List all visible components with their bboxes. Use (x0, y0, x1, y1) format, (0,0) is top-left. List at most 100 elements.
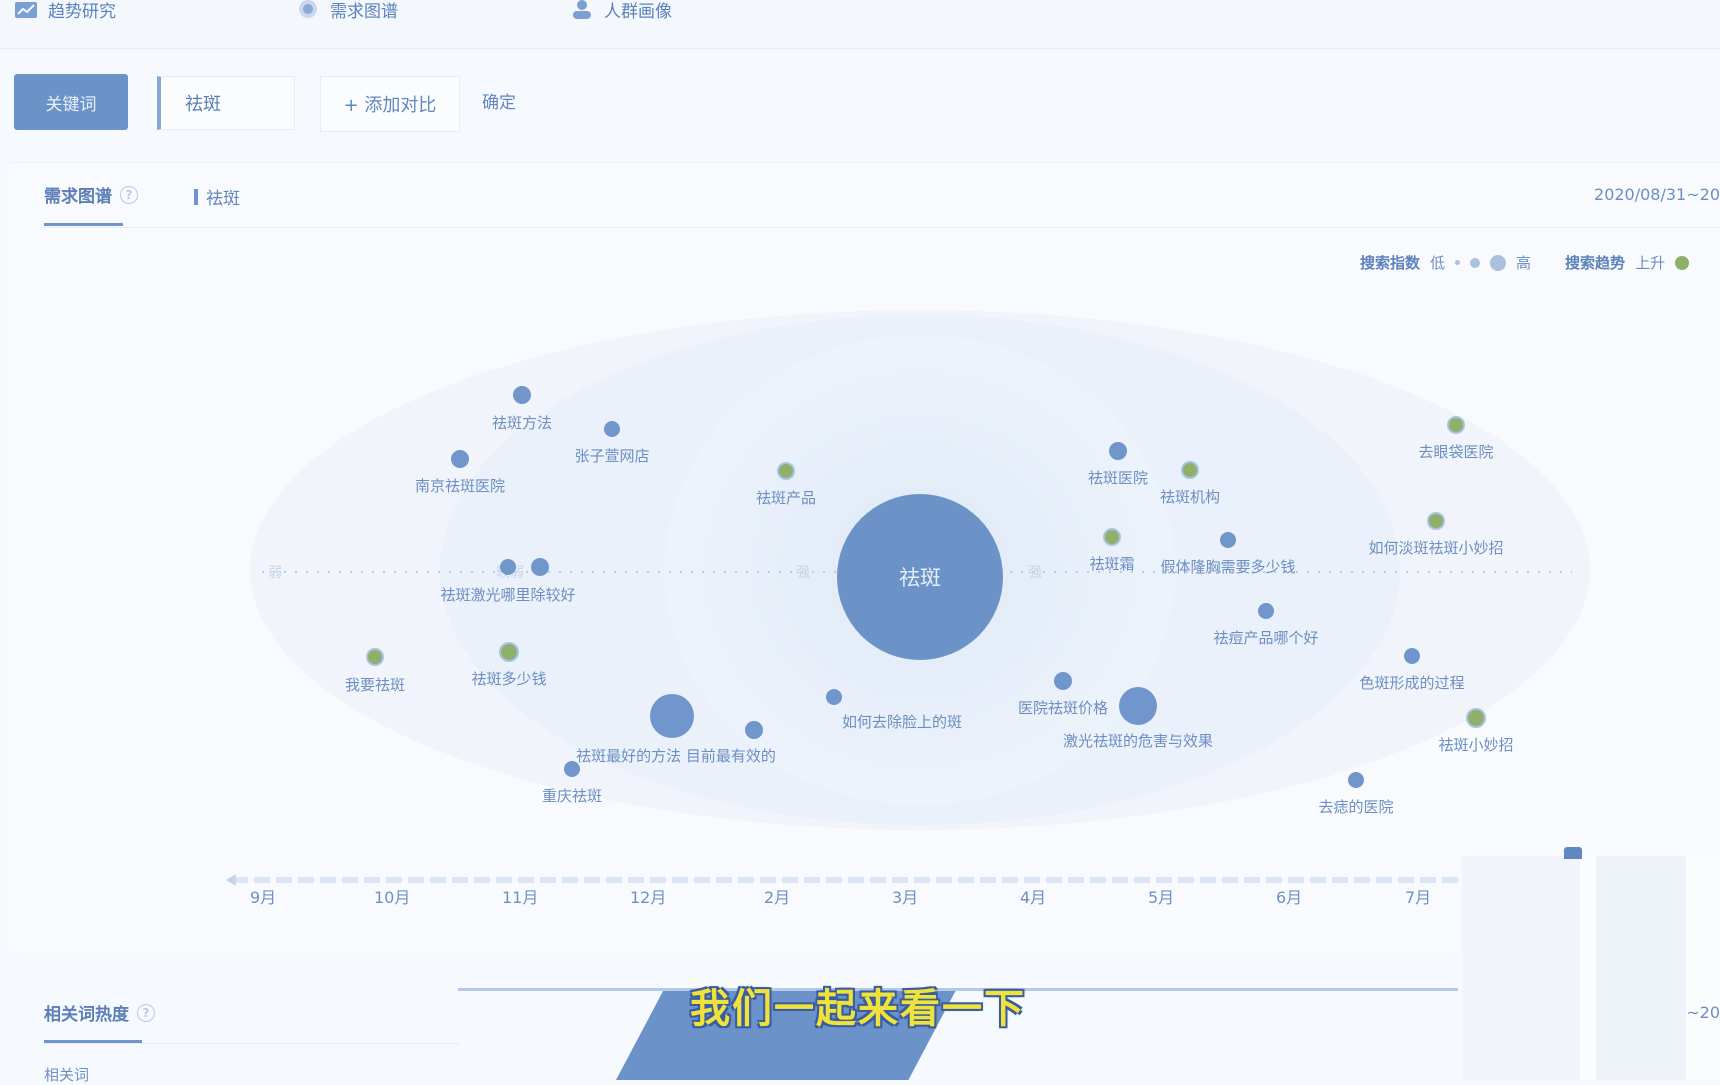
graph-node-label[interactable]: 去痣的医院 (1318, 798, 1393, 816)
graph-node[interactable] (531, 558, 549, 576)
graph-icon (299, 0, 317, 18)
tab-demand-graph-label: 需求图谱 (44, 187, 112, 207)
legend-high: 高 (1516, 254, 1532, 272)
graph-node[interactable] (1054, 672, 1072, 690)
month-label[interactable]: 3月 (892, 888, 919, 907)
graph-node-label[interactable]: 祛斑激光哪里除较好 (440, 586, 575, 604)
keyword-input[interactable]: 祛斑 (157, 76, 295, 130)
month-label[interactable]: 4月 (1020, 888, 1047, 907)
graph-node-label[interactable]: 张子萱网店 (574, 447, 649, 465)
graph-node-label[interactable]: 祛斑多少钱 (471, 670, 546, 688)
graph-node[interactable] (1103, 528, 1121, 546)
graph-node-label[interactable]: 医院祛斑价格 (1018, 699, 1108, 717)
month-label[interactable]: 6月 (1276, 888, 1303, 907)
keyword-tag: 祛斑 (194, 184, 240, 209)
timeline-start-handle[interactable] (226, 874, 236, 886)
timeline (226, 874, 1458, 886)
graph-node[interactable] (604, 421, 620, 437)
overlay-block (1462, 856, 1580, 1080)
graph-node-label[interactable]: 祛斑最好的方法 目前最有效的 (576, 747, 776, 765)
graph-node[interactable] (1220, 532, 1236, 548)
legend-dot-medium (1470, 257, 1481, 268)
graph-node[interactable] (1404, 648, 1420, 664)
graph-node-label[interactable]: 祛痘产品哪个好 (1213, 629, 1318, 647)
graph-node-label[interactable]: 南京祛斑医院 (415, 477, 505, 495)
date-range: 2020/08/31~20 (1594, 185, 1720, 204)
graph-node-label[interactable]: 祛斑小妙招 (1438, 736, 1513, 754)
graph-node-label[interactable]: 假体隆胸需要多少钱 (1160, 558, 1295, 576)
month-label[interactable]: 12月 (630, 888, 667, 907)
section-related-heat: 相关词热度 ? (44, 1000, 155, 1025)
section-date-range: ~20 (1686, 1003, 1720, 1022)
graph-node[interactable] (499, 642, 519, 662)
graph-node[interactable] (1119, 687, 1157, 725)
graph-node-label[interactable]: 去眼袋医院 (1418, 443, 1493, 461)
graph-node-label[interactable]: 祛斑方法 (492, 414, 552, 432)
legend-search-trend: 搜索趋势 (1565, 254, 1626, 272)
nav-label-trend: 趋势研究 (48, 1, 116, 22)
graph-node[interactable] (500, 559, 516, 575)
graph-node[interactable] (1427, 512, 1445, 530)
graph-node[interactable] (826, 689, 842, 705)
graph-legend: 搜索指数 低 高 搜索趋势 上升 (1360, 252, 1690, 273)
graph-node-label[interactable]: 祛斑产品 (756, 489, 816, 507)
divider (44, 227, 1720, 228)
month-label[interactable]: 5月 (1148, 888, 1175, 907)
section-tab-indicator (44, 1040, 142, 1043)
graph-node[interactable] (650, 694, 694, 738)
tab-active-indicator (44, 223, 123, 226)
confirm-button[interactable]: 确定 (482, 93, 516, 113)
nav-item-persona[interactable]: 人群画像 (570, 0, 672, 24)
help-icon[interactable]: ? (120, 185, 138, 204)
center-node[interactable] (837, 494, 1003, 660)
graph-node-label[interactable]: 如何去除脸上的斑 (842, 713, 962, 731)
legend-search-index: 搜索指数 (1360, 254, 1421, 272)
graph-node-label[interactable]: 重庆祛斑 (542, 787, 602, 805)
nav-label-graph: 需求图谱 (330, 1, 398, 22)
nav-label-persona: 人群画像 (604, 1, 672, 22)
tab-demand-graph[interactable]: 需求图谱 ? (44, 182, 138, 207)
legend-low: 低 (1430, 254, 1446, 272)
month-label[interactable]: 11月 (502, 888, 539, 907)
graph-node[interactable] (1466, 708, 1486, 728)
month-label[interactable]: 10月 (374, 888, 411, 907)
legend-dot-small (1455, 260, 1461, 265)
graph-node[interactable] (564, 761, 580, 777)
graph-node-label[interactable]: 祛斑机构 (1160, 488, 1220, 506)
graph-node[interactable] (451, 450, 469, 468)
nav-item-trend[interactable]: 趋势研究 (14, 0, 116, 24)
graph-node[interactable] (745, 721, 763, 739)
video-decor-shape (616, 990, 956, 1080)
graph-node[interactable] (1348, 772, 1364, 788)
legend-rising: 上升 (1635, 254, 1666, 272)
axis-center-label-right: 强 (1028, 565, 1042, 581)
legend-dot-large (1490, 254, 1507, 271)
graph-node[interactable] (1109, 442, 1127, 460)
graph-node[interactable] (1258, 603, 1274, 619)
subtitle-band (458, 988, 1458, 991)
graph-node-label[interactable]: 激光祛斑的危害与效果 (1063, 732, 1213, 750)
add-compare-button[interactable]: + 添加对比 (320, 76, 460, 132)
graph-node[interactable] (777, 462, 795, 480)
graph-node-label[interactable]: 祛斑医院 (1088, 469, 1148, 487)
legend-rising-dot (1675, 255, 1690, 270)
graph-node[interactable] (513, 386, 531, 404)
graph-node-label[interactable]: 如何淡斑祛斑小妙招 (1368, 539, 1503, 557)
graph-node[interactable] (366, 648, 384, 666)
graph-node-label[interactable]: 色斑形成的过程 (1359, 674, 1464, 692)
help-icon[interactable]: ? (137, 1003, 155, 1022)
keyword-button[interactable]: 关键词 (14, 74, 128, 130)
nav-item-graph[interactable]: 需求图谱 (296, 0, 398, 24)
video-subtitle: 我们一起来看一下 (690, 986, 1026, 1032)
chart-icon (15, 2, 37, 18)
graph-node[interactable] (1447, 416, 1465, 434)
graph-node[interactable] (1181, 461, 1199, 479)
month-label[interactable]: 9月 (250, 888, 277, 907)
graph-node-label[interactable]: 祛斑霜 (1089, 555, 1134, 573)
month-label[interactable]: 2月 (764, 888, 791, 907)
graph-node-label[interactable]: 我要祛斑 (345, 676, 405, 694)
month-label[interactable]: 7月 (1405, 888, 1432, 907)
timeline-range-handle[interactable] (1564, 847, 1582, 859)
related-words-header: 相关词 (44, 1066, 90, 1084)
